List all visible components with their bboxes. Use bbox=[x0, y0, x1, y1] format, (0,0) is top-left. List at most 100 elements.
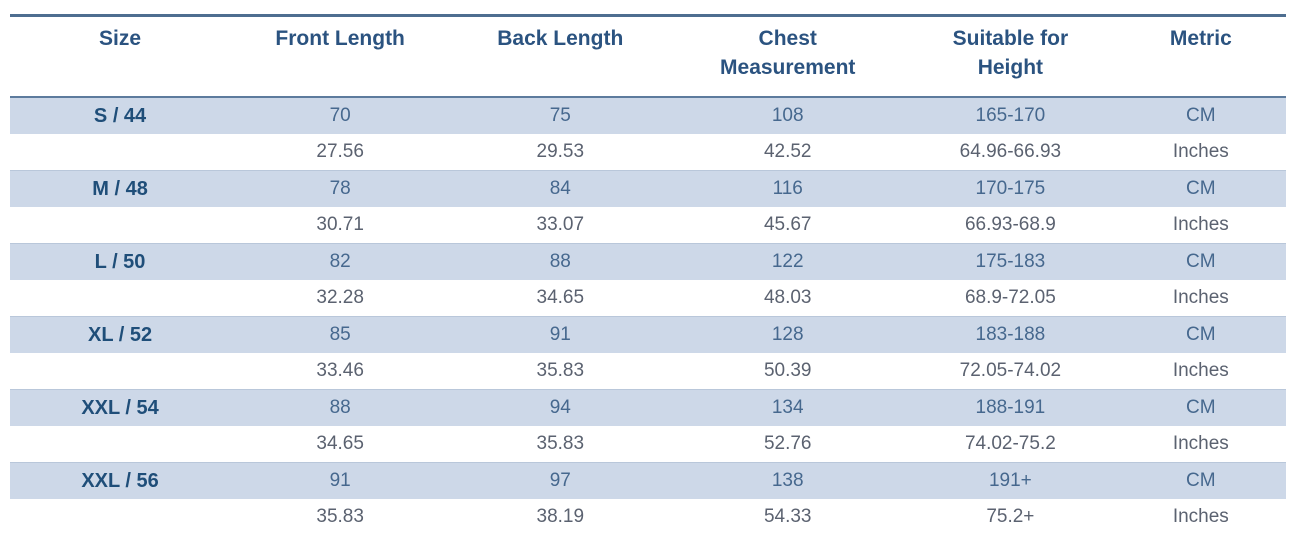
back-length-cell: 91 bbox=[549, 324, 571, 345]
chest-cell: 122 bbox=[771, 251, 804, 272]
back-length-cell: 94 bbox=[549, 397, 571, 418]
column-header-back-length: Back Length bbox=[450, 15, 671, 98]
front-length-cell: 32.28 bbox=[316, 287, 364, 308]
table-row-xxl54-inches: 34.65 35.83 52.76 74.02-75.2 Inches bbox=[10, 426, 1286, 463]
table-row-xxl56-cm: XXL / 56 91 97 138 191+ CM bbox=[10, 462, 1286, 499]
height-cell: 191+ bbox=[988, 470, 1032, 491]
chest-cell: 45.67 bbox=[763, 214, 812, 235]
height-cell: 170-175 bbox=[975, 178, 1046, 199]
column-header-size: Size bbox=[10, 15, 231, 98]
chest-cell: 128 bbox=[771, 324, 804, 345]
header-label: Metric bbox=[1169, 27, 1232, 50]
height-cell: 188-191 bbox=[975, 397, 1046, 418]
metric-cell: CM bbox=[1186, 251, 1216, 272]
metric-cell: CM bbox=[1186, 178, 1216, 199]
size-cell: M / 48 bbox=[92, 177, 148, 200]
front-length-cell: 33.46 bbox=[316, 360, 364, 381]
height-cell: 64.96-66.93 bbox=[959, 141, 1062, 162]
height-cell: 66.93-68.9 bbox=[964, 214, 1056, 235]
table-header: Size Front Length Back Length Chest Meas… bbox=[10, 15, 1286, 98]
height-cell: 72.05-74.02 bbox=[959, 360, 1062, 381]
column-header-chest-measurement: Chest Measurement bbox=[670, 15, 906, 98]
metric-cell: Inches bbox=[1172, 214, 1229, 235]
header-label: Chest Measurement bbox=[720, 27, 856, 80]
column-header-front-length: Front Length bbox=[230, 15, 451, 98]
front-length-cell: 30.71 bbox=[316, 214, 364, 235]
size-cell bbox=[10, 353, 230, 390]
metric-cell: Inches bbox=[1172, 360, 1229, 381]
size-cell bbox=[10, 134, 230, 171]
chest-cell: 52.76 bbox=[763, 433, 812, 454]
back-length-cell: 35.83 bbox=[536, 433, 585, 454]
front-length-cell: 91 bbox=[329, 470, 351, 491]
size-cell bbox=[10, 207, 230, 244]
size-chart-table: Size Front Length Back Length Chest Meas… bbox=[10, 14, 1286, 533]
back-length-cell: 97 bbox=[549, 470, 571, 491]
table-row-s44-cm: S / 44 70 75 108 165-170 CM bbox=[10, 97, 1286, 134]
table-row-xl52-cm: XL / 52 85 91 128 183-188 CM bbox=[10, 316, 1286, 353]
back-length-cell: 38.19 bbox=[536, 506, 585, 527]
front-length-cell: 82 bbox=[329, 251, 351, 272]
chest-cell: 48.03 bbox=[763, 287, 812, 308]
front-length-cell: 85 bbox=[329, 324, 351, 345]
size-cell: XL / 52 bbox=[87, 323, 153, 346]
front-length-cell: 27.56 bbox=[316, 141, 364, 162]
table-row-l50-inches: 32.28 34.65 48.03 68.9-72.05 Inches bbox=[10, 280, 1286, 317]
height-cell: 165-170 bbox=[975, 105, 1046, 126]
chest-cell: 116 bbox=[772, 178, 803, 199]
column-header-suitable-height: Suitable for Height bbox=[905, 15, 1116, 98]
size-cell: S / 44 bbox=[93, 104, 147, 127]
table-row-m48-cm: M / 48 78 84 116 170-175 CM bbox=[10, 170, 1286, 207]
chest-cell: 108 bbox=[771, 105, 804, 126]
header-label: Suitable for Height bbox=[952, 27, 1069, 80]
back-length-cell: 34.65 bbox=[536, 287, 585, 308]
chest-cell: 138 bbox=[771, 470, 804, 491]
chest-cell: 50.39 bbox=[763, 360, 812, 381]
table-body: S / 44 70 75 108 165-170 CM 27.56 29.53 … bbox=[10, 97, 1286, 533]
height-cell: 68.9-72.05 bbox=[964, 287, 1056, 308]
front-length-cell: 88 bbox=[329, 397, 351, 418]
chest-cell: 134 bbox=[771, 397, 804, 418]
chest-cell: 42.52 bbox=[763, 141, 812, 162]
height-cell: 74.02-75.2 bbox=[964, 433, 1056, 454]
metric-cell: Inches bbox=[1172, 287, 1229, 308]
metric-cell: CM bbox=[1186, 105, 1216, 126]
metric-cell: Inches bbox=[1172, 141, 1229, 162]
table-row-s44-inches: 27.56 29.53 42.52 64.96-66.93 Inches bbox=[10, 134, 1286, 171]
size-cell: XXL / 54 bbox=[81, 396, 159, 419]
front-length-cell: 78 bbox=[329, 178, 351, 199]
size-cell: XXL / 56 bbox=[81, 469, 159, 492]
table-row-xxl56-inches: 35.83 38.19 54.33 75.2+ Inches bbox=[10, 499, 1286, 533]
header-label: Back Length bbox=[497, 27, 624, 50]
header-label: Size bbox=[99, 27, 142, 50]
front-length-cell: 70 bbox=[329, 105, 351, 126]
table-row-m48-inches: 30.71 33.07 45.67 66.93-68.9 Inches bbox=[10, 207, 1286, 244]
front-length-cell: 34.65 bbox=[316, 433, 364, 454]
chest-cell: 54.33 bbox=[763, 506, 812, 527]
size-cell: L / 50 bbox=[94, 250, 146, 273]
front-length-cell: 35.83 bbox=[316, 506, 364, 527]
table-row-xxl54-cm: XXL / 54 88 94 134 188-191 CM bbox=[10, 389, 1286, 426]
height-cell: 75.2+ bbox=[986, 506, 1035, 527]
metric-cell: CM bbox=[1186, 324, 1216, 345]
header-label: Front Length bbox=[275, 27, 405, 50]
size-cell bbox=[10, 426, 230, 463]
back-length-cell: 35.83 bbox=[536, 360, 585, 381]
size-cell bbox=[10, 280, 230, 317]
back-length-cell: 84 bbox=[549, 178, 571, 199]
column-header-metric: Metric bbox=[1115, 15, 1286, 98]
back-length-cell: 88 bbox=[549, 251, 571, 272]
height-cell: 183-188 bbox=[975, 324, 1046, 345]
metric-cell: Inches bbox=[1172, 506, 1229, 527]
header-row: Size Front Length Back Length Chest Meas… bbox=[10, 15, 1286, 98]
metric-cell: Inches bbox=[1172, 433, 1229, 454]
metric-cell: CM bbox=[1186, 470, 1216, 491]
back-length-cell: 29.53 bbox=[536, 141, 585, 162]
table-row-xl52-inches: 33.46 35.83 50.39 72.05-74.02 Inches bbox=[10, 353, 1286, 390]
back-length-cell: 75 bbox=[549, 105, 571, 126]
back-length-cell: 33.07 bbox=[536, 214, 585, 235]
metric-cell: CM bbox=[1186, 397, 1216, 418]
height-cell: 175-183 bbox=[975, 251, 1046, 272]
size-cell bbox=[10, 499, 230, 533]
